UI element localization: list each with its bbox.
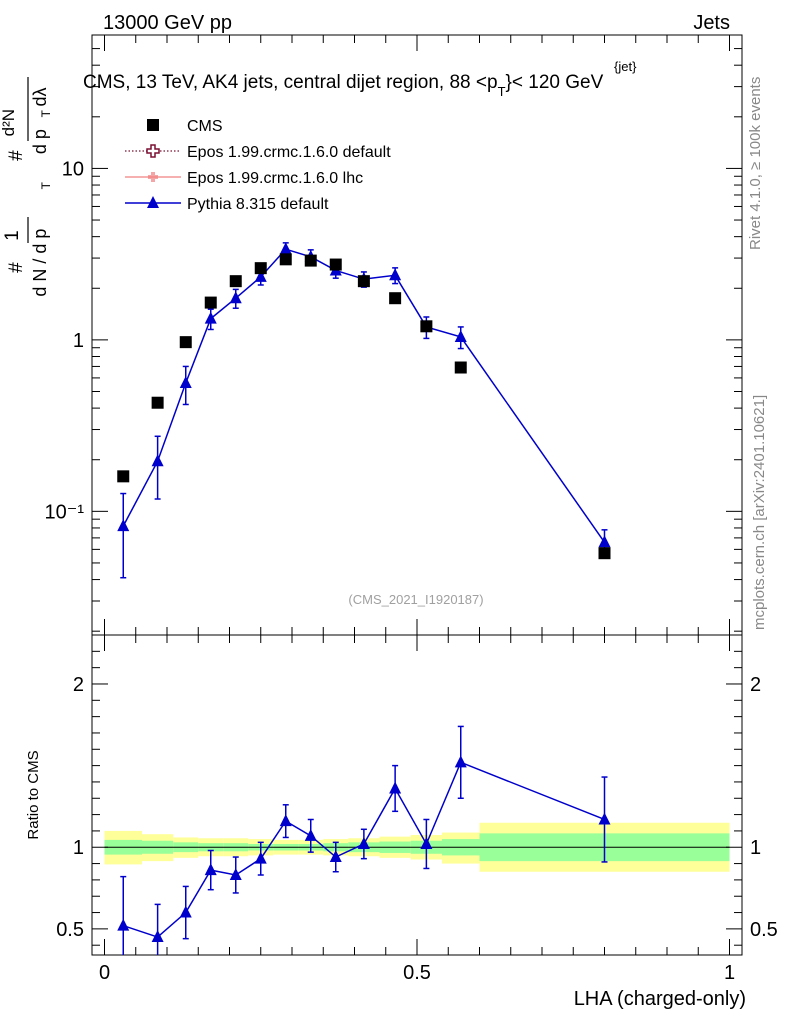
ratio-series-line [123, 761, 605, 938]
cms-data-point [420, 320, 433, 333]
cms-data-point [329, 258, 342, 271]
pythia-point [117, 519, 130, 532]
ratio-y-axis-label: Ratio to CMS [25, 750, 42, 839]
svg-text:# 1 d N / d p: # 1 d N / d p T # d²N d p T dλ [0, 87, 55, 296]
main-y-tick-label: 10 [62, 158, 84, 180]
analysis-watermark: (CMS_2021_I1920187) [348, 592, 483, 607]
main-title-text: CMS, 13 TeV, AK4 jets, central dijet reg… [83, 72, 604, 99]
ratio-point [420, 836, 433, 849]
pythia-point [254, 269, 267, 282]
pythia-point [454, 329, 467, 342]
main-y-axis-label: # 1 d N / d p T # d²N d p T dλ [0, 77, 55, 297]
ratio-uncertainty-bands [104, 822, 730, 872]
pythia-point [389, 268, 402, 281]
cms-data-point [389, 292, 402, 305]
legend-label: Epos 1.99.crmc.1.6.0 default [187, 144, 391, 161]
ratio-x-tick-labels: 0 0.5 1 [99, 962, 735, 984]
main-chart-title: CMS, 13 TeV, AK4 jets, central dijet reg… [83, 59, 637, 99]
ratio-point [357, 836, 370, 849]
legend-label: CMS [187, 118, 223, 135]
ratio-point [329, 850, 342, 863]
main-data-marks [117, 242, 611, 579]
ratio-y-tick-labels: 2 2 1 1 0.5 0.5 [56, 674, 778, 941]
ratio-point [304, 828, 317, 841]
cms-data-point [204, 296, 217, 309]
main-y-tick-label: 10⁻¹ [45, 501, 85, 523]
cms-data-point [151, 396, 164, 409]
ratio-y-tick-label-left: 0.5 [56, 919, 84, 941]
ratio-point [151, 930, 164, 943]
ratio-y-tick-label-left: 1 [73, 837, 84, 859]
cms-data-point [304, 254, 317, 267]
ratio-point [204, 863, 217, 876]
ratio-point [279, 814, 292, 827]
cms-data-point [357, 275, 370, 288]
pythia-series-line [122, 248, 606, 543]
ratio-point [254, 851, 267, 864]
ratio-x-tick-label: 1 [724, 962, 735, 984]
ratio-axis-ticks [92, 635, 742, 955]
ratio-y-tick-label-right: 1 [750, 837, 761, 859]
header-right-label: Jets [693, 12, 730, 34]
ratio-point [229, 868, 242, 880]
header-left-label: 13000 GeV pp [103, 12, 232, 34]
ratio-y-tick-label-right: 2 [750, 674, 761, 696]
cms-data-point [179, 336, 192, 349]
legend-entry: CMS [147, 118, 223, 135]
pythia-point [151, 454, 164, 467]
ratio-data-marks [117, 725, 611, 955]
cms-data-point [254, 262, 267, 275]
ratio-point [598, 812, 611, 825]
legend-marker-triangle [147, 196, 159, 208]
legend-label: Pythia 8.315 default [187, 196, 329, 213]
pythia-point [598, 535, 611, 548]
main-y-tick-labels: 10 1 10⁻¹ [45, 158, 85, 523]
main-axis-ticks [92, 34, 742, 635]
main-y-tick-label: 1 [73, 330, 84, 352]
legend-entry: Epos 1.99.crmc.1.6.0 lhc [125, 170, 363, 187]
ratio-y-tick-label-right: 0.5 [750, 919, 778, 941]
cms-data-point [454, 361, 467, 374]
ratio-x-tick-label: 0.5 [403, 962, 431, 984]
pythia-point [179, 376, 192, 389]
rivet-version-label: Rivet 4.1.0, ≥ 100k events [747, 77, 764, 250]
pythia-point [279, 242, 292, 255]
legend: CMS Epos 1.99.crmc.1.6.0 default Epos 1.99… [125, 118, 391, 213]
cms-data-point [229, 275, 242, 288]
x-axis-label: LHA (charged-only) [574, 988, 746, 1010]
legend-marker-square [147, 119, 159, 131]
ratio-point [179, 905, 192, 918]
legend-entry: Pythia 8.315 default [125, 196, 329, 213]
mcplots-reference-label: mcplots.cern.ch [arXiv:2401.10621] [751, 395, 768, 630]
pythia-point [204, 311, 217, 324]
pythia-point [229, 291, 242, 304]
legend-marker-open-cross [146, 144, 160, 158]
ratio-y-tick-label-left: 2 [73, 674, 84, 696]
main-title-superscript: {jet} [614, 59, 637, 74]
ratio-point [117, 918, 130, 931]
legend-label: Epos 1.99.crmc.1.6.0 lhc [187, 170, 363, 187]
cms-data-point [279, 253, 292, 266]
ratio-x-tick-label: 0 [99, 962, 110, 984]
cms-data-point [117, 470, 130, 483]
legend-marker-cross [148, 172, 158, 182]
legend-entry: Epos 1.99.crmc.1.6.0 default [125, 144, 391, 161]
cms-data-point [598, 547, 611, 560]
ratio-point [389, 781, 402, 794]
ratio-point [454, 755, 467, 768]
